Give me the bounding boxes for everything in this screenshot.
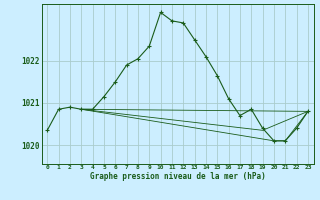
X-axis label: Graphe pression niveau de la mer (hPa): Graphe pression niveau de la mer (hPa)	[90, 172, 266, 181]
